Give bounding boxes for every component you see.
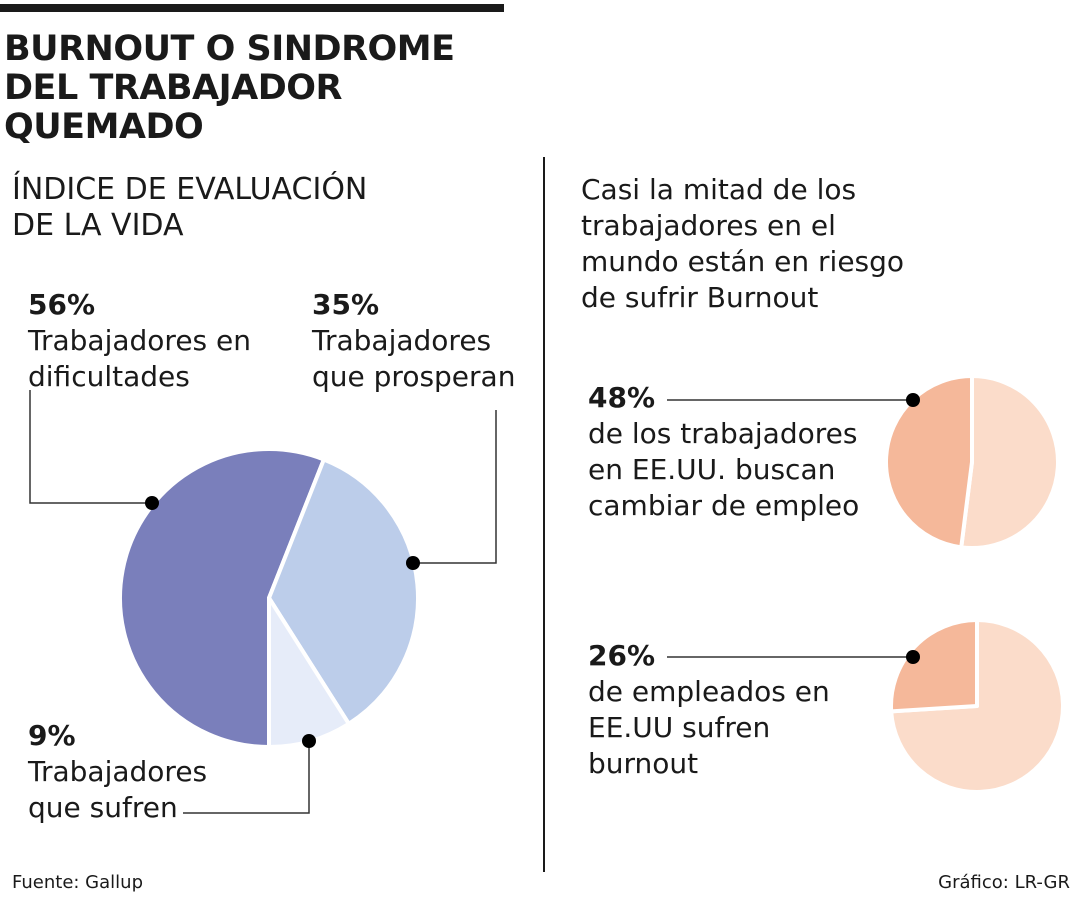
source-note: Fuente: Gallup xyxy=(12,872,143,893)
label-suffering: 9% Trabajadores que sufren xyxy=(28,718,228,826)
top-rule xyxy=(0,4,504,12)
leader-line xyxy=(413,410,497,564)
pct-label: 48% xyxy=(588,381,656,414)
pct-label: 56% xyxy=(28,288,96,321)
pct-label: 26% xyxy=(588,639,656,672)
slice-label: de empleados en EE.UU sufren burnout xyxy=(588,675,830,780)
pie-slice-highlight xyxy=(884,374,974,550)
leader-line xyxy=(183,741,310,814)
slice-label: de los trabajadores en EE.UU. buscan cam… xyxy=(588,417,860,522)
slice-label: Trabajadores que prosperan xyxy=(312,324,516,393)
pie-slice-1 xyxy=(267,457,420,726)
leader-dot xyxy=(145,496,159,510)
pct-label: 35% xyxy=(312,288,380,321)
slice-label: Trabajadores en dificultades xyxy=(28,324,252,393)
slice-label: Trabajadores que sufren xyxy=(28,755,208,824)
label-struggling: 56% Trabajadores en dificultades xyxy=(28,287,268,395)
pie-slice-0 xyxy=(118,447,326,749)
leader-dot xyxy=(406,556,420,570)
page-title: BURNOUT O SINDROME DEL TRABAJADOR QUEMAD… xyxy=(4,29,455,147)
leader-dot xyxy=(906,393,920,407)
label-burnout: 26% de empleados en EE.UU sufren burnout xyxy=(588,638,858,782)
leader-dot xyxy=(906,650,920,664)
pie-slice-highlight xyxy=(889,618,979,714)
pct-label: 9% xyxy=(28,719,76,752)
pie-slice-rest xyxy=(959,374,1060,550)
chart-title-burnout-risk: Casi la mitad de los trabajadores en el … xyxy=(581,173,905,314)
divider xyxy=(543,157,545,872)
chart-title-life-index: ÍNDICE DE EVALUACIÓN DE LA VIDA xyxy=(12,172,368,243)
credit-note: Gráfico: LR-GR xyxy=(938,872,1070,893)
label-thriving: 35% Trabajadores que prosperan xyxy=(312,287,532,395)
leader-line xyxy=(29,390,152,504)
label-job-change: 48% de los trabajadores en EE.UU. buscan… xyxy=(588,380,868,524)
leader-dot xyxy=(302,734,316,748)
